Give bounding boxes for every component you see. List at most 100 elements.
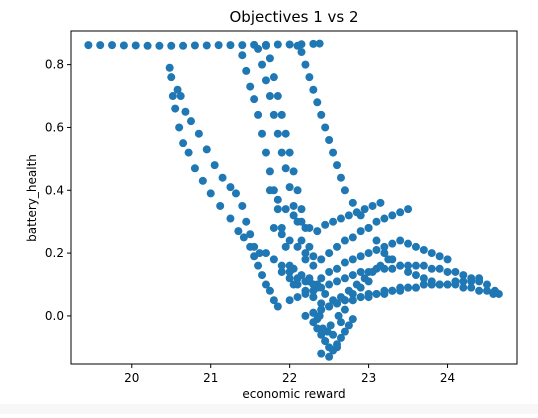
data-point — [255, 249, 264, 258]
bottom-band — [0, 404, 538, 414]
x-tick-label: 21 — [203, 371, 218, 385]
data-point — [419, 261, 428, 270]
data-point — [261, 249, 270, 258]
data-point — [258, 129, 267, 138]
data-point — [250, 242, 259, 251]
data-point — [218, 173, 227, 182]
data-point — [167, 41, 176, 50]
data-point — [190, 164, 199, 173]
data-point — [317, 305, 326, 314]
data-point — [108, 41, 117, 50]
data-point — [336, 173, 345, 182]
y-tick-label: 0.8 — [45, 58, 64, 72]
data-point — [293, 280, 302, 289]
data-point — [297, 217, 306, 226]
data-point — [376, 261, 385, 270]
data-point — [269, 223, 278, 232]
data-point — [352, 280, 361, 289]
data-point — [309, 308, 318, 317]
data-point — [340, 274, 349, 283]
data-point — [231, 189, 240, 198]
data-point — [404, 261, 413, 270]
data-point — [305, 73, 314, 82]
data-point — [443, 280, 452, 289]
data-point — [459, 283, 468, 292]
data-point — [411, 283, 420, 292]
data-point — [333, 264, 342, 273]
data-point — [443, 267, 452, 276]
data-point — [285, 148, 294, 157]
axes-frame — [70, 30, 518, 365]
data-point — [194, 129, 203, 138]
data-point — [419, 245, 428, 254]
x-axis-ticks: 20 21 22 23 24 — [124, 364, 455, 385]
data-point — [404, 239, 413, 248]
data-point — [388, 211, 397, 220]
data-point — [321, 220, 330, 229]
data-point — [238, 41, 247, 50]
data-point — [234, 227, 243, 236]
data-point — [258, 271, 267, 280]
data-point — [198, 176, 207, 185]
data-point — [281, 205, 290, 214]
data-point — [325, 136, 334, 145]
data-point — [388, 286, 397, 295]
data-point — [301, 249, 310, 258]
data-point — [404, 283, 413, 292]
data-point — [265, 286, 274, 295]
data-point — [336, 333, 345, 342]
data-point — [254, 44, 263, 53]
data-point — [360, 274, 369, 283]
data-point — [317, 274, 326, 283]
data-point — [451, 277, 460, 286]
data-point — [317, 299, 326, 308]
data-point — [333, 343, 342, 352]
data-point — [325, 280, 334, 289]
data-point — [184, 148, 193, 157]
data-point — [435, 264, 444, 273]
data-point — [131, 41, 140, 50]
y-tick-label: 0.4 — [45, 183, 64, 197]
data-point — [451, 267, 460, 276]
data-point — [360, 205, 369, 214]
data-point — [435, 252, 444, 261]
data-point — [301, 286, 310, 295]
data-point — [411, 242, 420, 251]
data-point — [364, 293, 373, 302]
data-point — [372, 236, 381, 245]
y-tick-label: 0.2 — [45, 246, 64, 260]
data-point — [348, 271, 357, 280]
data-point — [277, 223, 286, 232]
y-axis-label: battery_health — [25, 154, 39, 242]
data-point — [273, 195, 282, 204]
data-point — [443, 255, 452, 264]
data-point — [483, 280, 491, 289]
data-point — [427, 280, 436, 289]
data-point — [168, 92, 177, 101]
data-point — [202, 145, 211, 154]
data-point — [325, 352, 334, 361]
data-point — [285, 183, 294, 192]
data-point — [273, 92, 282, 101]
data-point — [380, 289, 389, 298]
data-point — [273, 302, 282, 311]
data-point — [396, 261, 405, 270]
data-point — [344, 321, 353, 330]
data-point — [179, 139, 188, 148]
data-point — [179, 41, 188, 50]
data-point — [309, 261, 318, 270]
data-point — [261, 41, 270, 50]
data-point — [313, 98, 322, 107]
data-point — [181, 107, 190, 116]
data-point — [289, 211, 298, 220]
y-tick-label: 0.0 — [45, 309, 64, 323]
data-point — [258, 60, 267, 69]
data-point — [317, 255, 326, 264]
data-point — [340, 305, 349, 314]
data-point — [254, 110, 263, 119]
data-point — [273, 205, 282, 214]
data-point — [344, 286, 353, 295]
data-point — [411, 271, 420, 280]
data-point — [368, 267, 377, 276]
